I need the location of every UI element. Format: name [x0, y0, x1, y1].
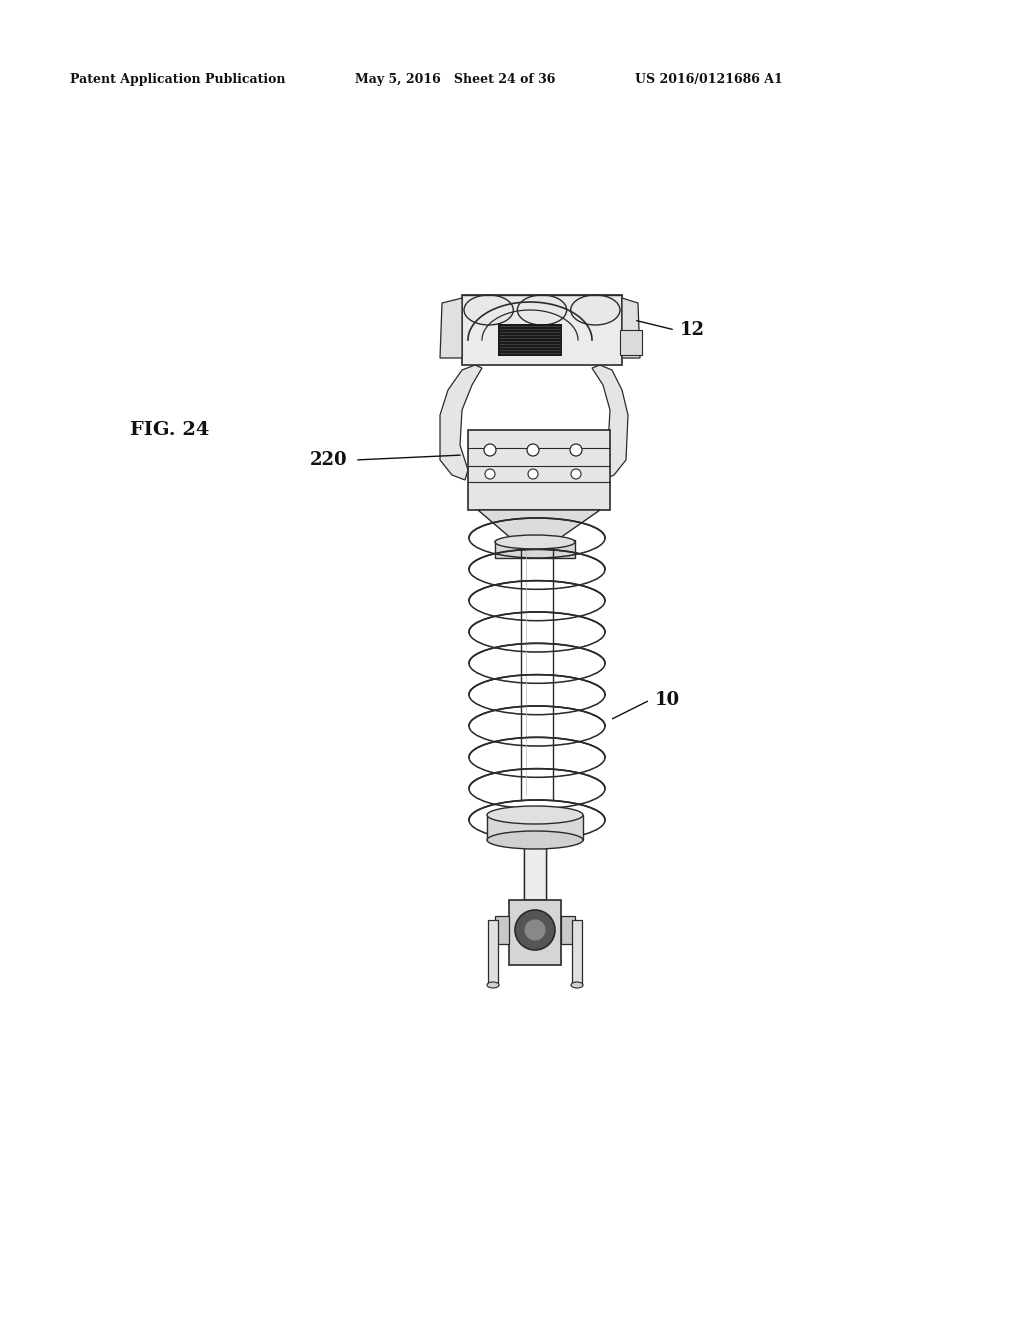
Ellipse shape	[571, 982, 583, 987]
Bar	[498, 323, 562, 356]
Bar	[524, 842, 546, 900]
Bar	[509, 900, 561, 965]
Bar	[462, 294, 622, 366]
Circle shape	[570, 444, 582, 455]
Ellipse shape	[487, 832, 583, 849]
Bar	[495, 916, 509, 944]
Polygon shape	[440, 298, 462, 358]
Bar	[488, 920, 498, 985]
Ellipse shape	[487, 982, 499, 987]
Text: 12: 12	[680, 321, 705, 339]
Text: 220: 220	[310, 451, 347, 469]
Circle shape	[485, 469, 495, 479]
Ellipse shape	[570, 294, 620, 325]
Ellipse shape	[464, 294, 513, 325]
Ellipse shape	[495, 535, 575, 549]
Circle shape	[528, 469, 538, 479]
Polygon shape	[440, 366, 482, 480]
Circle shape	[525, 920, 545, 940]
Bar	[495, 540, 575, 558]
Text: FIG. 24: FIG. 24	[130, 421, 209, 440]
Bar	[561, 916, 575, 944]
Polygon shape	[622, 298, 640, 358]
Text: May 5, 2016   Sheet 24 of 36: May 5, 2016 Sheet 24 of 36	[355, 74, 555, 87]
Ellipse shape	[517, 294, 566, 325]
Text: Patent Application Publication: Patent Application Publication	[70, 74, 286, 87]
Ellipse shape	[487, 807, 583, 824]
Text: US 2016/0121686 A1: US 2016/0121686 A1	[635, 74, 782, 87]
Bar	[572, 920, 582, 985]
Polygon shape	[509, 900, 561, 909]
Bar	[620, 330, 642, 355]
Bar	[487, 814, 583, 840]
Text: 10: 10	[655, 690, 680, 709]
Bar	[468, 430, 610, 510]
Polygon shape	[592, 366, 628, 480]
Polygon shape	[478, 510, 600, 540]
Circle shape	[484, 444, 496, 455]
Circle shape	[527, 444, 539, 455]
Circle shape	[515, 909, 555, 950]
Circle shape	[571, 469, 581, 479]
